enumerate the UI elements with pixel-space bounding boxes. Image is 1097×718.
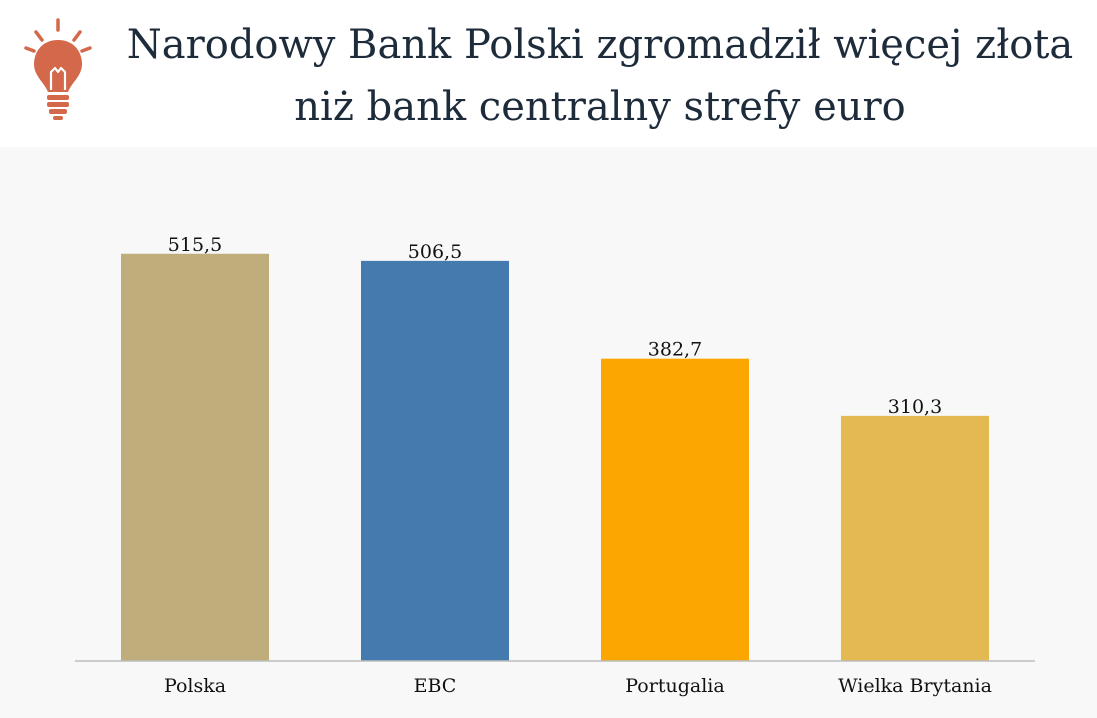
bar-chart: 515,5 Polska 506,5 EBC 382,7 Portugalia 310,3 W… [75, 234, 1035, 697]
data-label: 310,3 [888, 396, 942, 418]
data-label: 515,5 [168, 234, 222, 256]
header: Narodowy Bank Polski zgromadził więcej z… [0, 0, 1097, 147]
category-label: EBC [414, 675, 457, 697]
data-label: 506,5 [408, 241, 462, 263]
chart-area: 515,5 Polska 506,5 EBC 382,7 Portugalia 310,3 W… [0, 147, 1097, 718]
category-label: Wielka Brytania [838, 675, 992, 697]
lightbulb-icon [24, 18, 92, 120]
bar-polska [121, 253, 269, 661]
category-label: Polska [164, 675, 226, 697]
bar-wielka-brytania [841, 415, 989, 661]
data-label: 382,7 [648, 339, 702, 361]
bar-ebc [361, 260, 509, 661]
category-label: Portugalia [625, 675, 724, 697]
title-line-2: niż bank centralny strefy euro [294, 84, 906, 130]
title-line-1: Narodowy Bank Polski zgromadził więcej z… [126, 22, 1074, 68]
bar-portugalia [601, 358, 749, 661]
page-title: Narodowy Bank Polski zgromadził więcej z… [120, 14, 1080, 138]
